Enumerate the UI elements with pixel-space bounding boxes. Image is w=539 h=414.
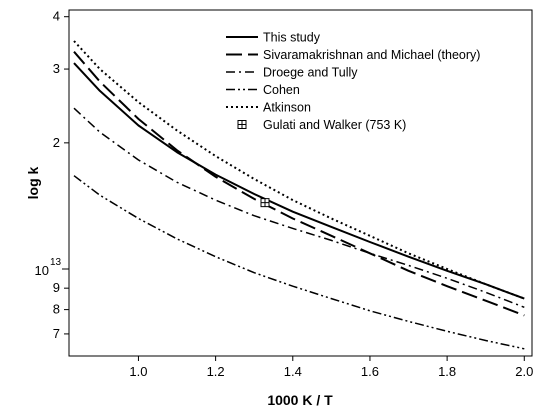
plot-frame bbox=[68, 9, 533, 357]
x-axis-title: 1000 K / T bbox=[267, 392, 333, 408]
legend-label: This study bbox=[263, 31, 321, 45]
y-tick-label: 3 bbox=[53, 61, 60, 76]
x-tick-label: 1.0 bbox=[129, 364, 147, 379]
series-line bbox=[73, 175, 525, 350]
points-layer bbox=[260, 198, 270, 208]
legend: This study Sivaramakrishnan and Michael (… bbox=[226, 31, 480, 132]
legend-label: Sivaramakrishnan and Michael (theory) bbox=[263, 48, 480, 62]
legend-label: Cohen bbox=[263, 83, 300, 97]
series-line bbox=[73, 62, 525, 300]
series-line bbox=[73, 51, 525, 317]
y-tick-label: 4 bbox=[53, 9, 60, 24]
y-tick-label: 7 bbox=[53, 326, 60, 341]
series-line bbox=[73, 107, 525, 308]
y-tick-label: 9 bbox=[53, 280, 60, 295]
x-axis: 1.0 1.2 1.4 1.6 1.8 2.0 bbox=[129, 356, 533, 379]
y-tick-label: 8 bbox=[53, 302, 60, 317]
y-tick-label: 2 bbox=[53, 135, 60, 150]
x-tick-label: 1.4 bbox=[284, 364, 302, 379]
legend-label: Atkinson bbox=[263, 101, 311, 115]
x-tick-label: 2.0 bbox=[515, 364, 533, 379]
legend-label: Gulati and Walker (753 K) bbox=[263, 118, 406, 132]
x-tick-label: 1.8 bbox=[438, 364, 456, 379]
x-tick-label: 1.2 bbox=[207, 364, 225, 379]
data-point-marker bbox=[260, 198, 270, 208]
x-tick-label: 1.6 bbox=[361, 364, 379, 379]
series-line bbox=[73, 40, 525, 300]
legend-label: Droege and Tully bbox=[263, 66, 358, 80]
y-tick-label: 10 bbox=[35, 263, 49, 278]
series-layer bbox=[73, 40, 525, 350]
y-axis-title: log k bbox=[25, 166, 41, 199]
legend-marker bbox=[237, 120, 247, 129]
y-tick-exponent: 13 bbox=[50, 257, 62, 268]
